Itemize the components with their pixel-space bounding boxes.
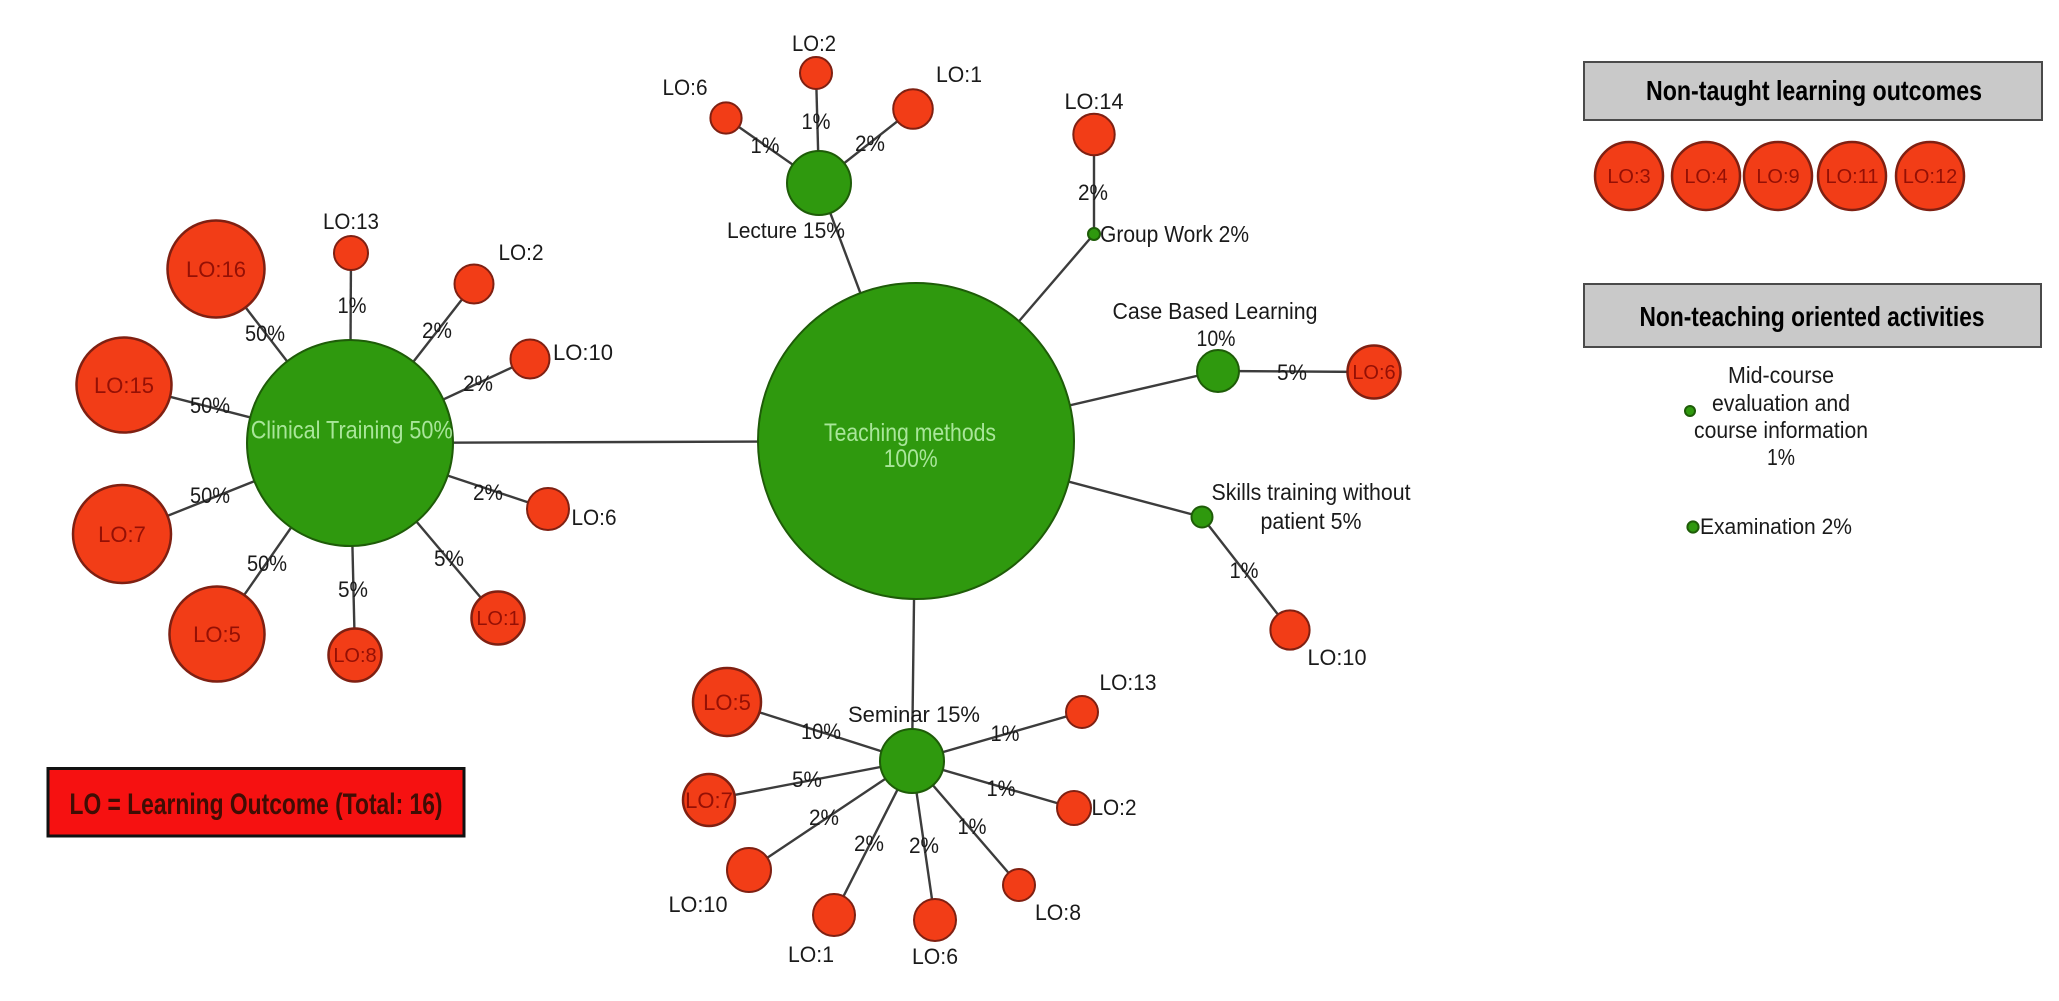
svg-text:2%: 2% [855,131,885,156]
svg-text:100%: 100% [884,445,938,473]
svg-text:1%: 1% [991,721,1020,746]
svg-text:1%: 1% [802,109,831,134]
svg-text:LO:6: LO:6 [1352,362,1395,384]
svg-text:LO:1: LO:1 [476,608,519,630]
svg-text:50%: 50% [245,321,285,346]
svg-text:LO:2: LO:2 [1092,795,1137,820]
svg-text:5%: 5% [1277,360,1307,385]
svg-text:1%: 1% [987,776,1016,801]
svg-text:Non-teaching oriented activiti: Non-teaching oriented activities [1640,301,1985,332]
svg-text:LO:14: LO:14 [1065,89,1124,114]
svg-text:LO:9: LO:9 [1756,166,1799,188]
svg-text:LO:15: LO:15 [94,373,154,398]
svg-text:50%: 50% [190,483,230,508]
svg-text:Seminar 15%: Seminar 15% [848,702,980,727]
svg-text:1%: 1% [1767,444,1795,470]
svg-text:2%: 2% [809,805,839,830]
svg-text:Mid-course: Mid-course [1728,362,1834,388]
svg-text:LO:5: LO:5 [193,622,241,647]
svg-text:2%: 2% [422,318,452,343]
svg-text:5%: 5% [792,767,822,792]
svg-text:LO:8: LO:8 [1035,900,1081,925]
svg-text:10%: 10% [1197,326,1236,351]
svg-text:Examination 2%: Examination 2% [1700,514,1852,539]
svg-text:LO:6: LO:6 [572,505,617,530]
svg-text:1%: 1% [1230,558,1259,583]
svg-text:Lecture 15%: Lecture 15% [727,218,845,243]
svg-text:Clinical Training 50%: Clinical Training 50% [251,417,453,445]
svg-text:LO:10: LO:10 [553,340,613,365]
svg-text:LO:1: LO:1 [788,942,834,967]
svg-text:LO = Learning Outcome (Total:: LO = Learning Outcome (Total: 16) [70,788,443,821]
svg-text:LO:6: LO:6 [663,75,708,100]
svg-text:2%: 2% [909,833,939,858]
svg-text:LO:1: LO:1 [936,62,982,87]
svg-text:LO:4: LO:4 [1684,166,1727,188]
svg-text:Non-taught learning outcomes: Non-taught learning outcomes [1646,75,1982,106]
svg-text:LO:16: LO:16 [186,257,246,282]
svg-text:LO:2: LO:2 [792,31,836,56]
svg-text:2%: 2% [463,371,493,396]
svg-text:LO:7: LO:7 [685,788,733,813]
svg-text:50%: 50% [247,551,287,576]
svg-text:LO:8: LO:8 [333,645,376,667]
svg-text:Group Work 2%: Group Work 2% [1100,221,1249,247]
svg-text:LO:7: LO:7 [98,522,146,547]
svg-text:5%: 5% [434,546,464,571]
svg-text:evaluation and: evaluation and [1712,390,1850,416]
svg-text:10%: 10% [801,719,841,744]
svg-text:LO:13: LO:13 [323,209,379,234]
svg-text:course information: course information [1694,417,1868,443]
svg-text:1%: 1% [751,133,780,158]
svg-text:LO:10: LO:10 [1308,645,1367,670]
svg-text:LO:13: LO:13 [1100,670,1157,695]
svg-text:5%: 5% [338,577,368,602]
svg-text:1%: 1% [958,814,987,839]
svg-text:50%: 50% [190,393,230,418]
svg-text:LO:11: LO:11 [1826,166,1879,188]
svg-text:Teaching methods: Teaching methods [824,419,996,447]
svg-text:2%: 2% [854,831,884,856]
svg-text:LO:10: LO:10 [669,892,728,917]
svg-text:Case Based Learning: Case Based Learning [1113,298,1318,324]
svg-text:LO:2: LO:2 [499,240,544,265]
svg-text:1%: 1% [338,293,367,318]
svg-text:LO:6: LO:6 [912,944,958,969]
svg-text:LO:5: LO:5 [703,690,751,715]
svg-text:LO:12: LO:12 [1903,166,1957,188]
svg-text:patient 5%: patient 5% [1261,508,1362,534]
svg-text:LO:3: LO:3 [1607,166,1650,188]
svg-text:2%: 2% [473,480,503,505]
svg-text:2%: 2% [1078,180,1108,205]
svg-text:Skills training without: Skills training without [1212,479,1412,505]
